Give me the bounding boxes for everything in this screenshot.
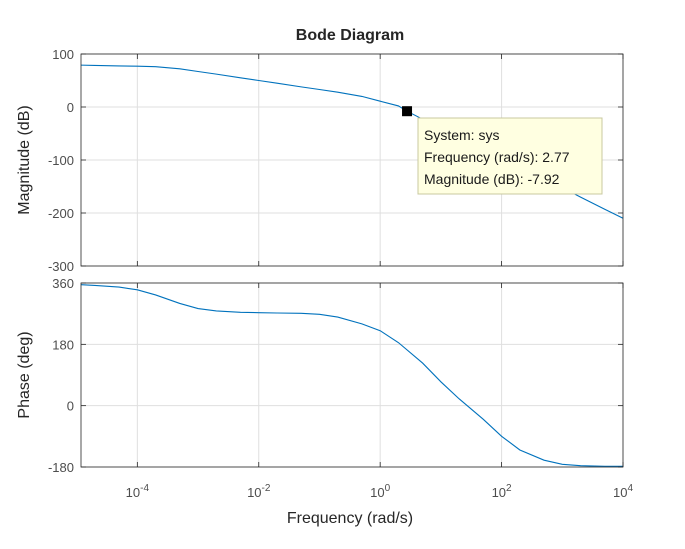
y-tick-label: 100: [52, 47, 74, 62]
phase-line: [80, 284, 623, 467]
datatip-line: Magnitude (dB): -7.92: [424, 171, 560, 187]
data-tip[interactable]: System: sys Frequency (rad/s): 2.77 Magnit…: [402, 106, 603, 195]
x-tick-label: 102: [492, 483, 512, 500]
y-tick-label: -100: [48, 153, 74, 168]
y-tick-label: -300: [48, 259, 74, 274]
x-tick-label: 10-2: [247, 483, 271, 500]
x-tick-label: 100: [370, 483, 390, 500]
datatip-box[interactable]: [417, 117, 603, 195]
y-tick-label: 360: [52, 276, 74, 291]
axes-box: [80, 282, 624, 468]
x-tick-label: 10-4: [126, 483, 150, 500]
y-tick-label: 180: [52, 337, 74, 352]
phase-axis-label: Phase (deg): [16, 331, 33, 418]
magnitude-axis-label: Magnitude (dB): [16, 105, 33, 214]
datatip-line: System: sys: [424, 127, 499, 143]
plot-area: [81, 283, 623, 467]
y-tick-label: 0: [67, 100, 74, 115]
datatip-line: Frequency (rad/s): 2.77: [424, 149, 570, 165]
y-tick-label: 0: [67, 399, 74, 414]
x-tick-label: 104: [613, 483, 633, 500]
y-tick-label: -180: [48, 460, 74, 475]
datatip-marker[interactable]: [402, 106, 413, 117]
y-tick-label: -200: [48, 206, 74, 221]
chart-title: Bode Diagram: [296, 27, 404, 44]
phase-panel[interactable]: 360 180 0 -180 10-4 10-2 100 102 104: [48, 276, 633, 500]
x-axis-label: Frequency (rad/s): [287, 510, 413, 527]
